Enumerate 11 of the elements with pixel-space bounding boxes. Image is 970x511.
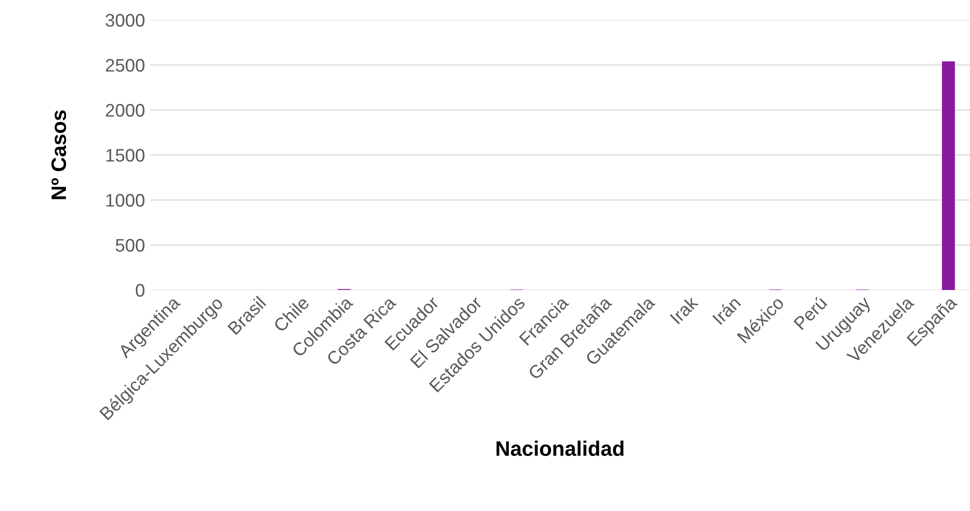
y-tick-label: 1500: [106, 148, 144, 162]
y-tick-label: 3000: [106, 14, 144, 27]
y-tick-label: 2500: [106, 58, 144, 72]
y-tick-label: 2000: [106, 104, 144, 117]
y-tick-label: 0: [136, 284, 144, 297]
y-axis-title: Nº Casos: [51, 110, 66, 200]
y-tick-label: 1000: [106, 194, 144, 207]
x-tick-label: Irak: [669, 294, 699, 324]
y-tick-label: 500: [116, 238, 144, 252]
x-axis-title: Nacionalidad: [496, 440, 624, 456]
bar: [942, 61, 955, 290]
